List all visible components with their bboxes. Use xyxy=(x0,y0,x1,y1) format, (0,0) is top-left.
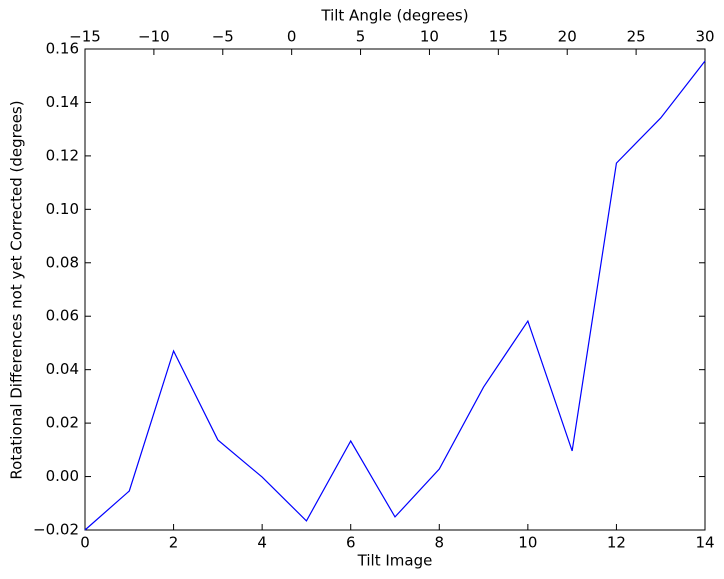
y-tick-label: 0.02 xyxy=(46,414,79,432)
top-tick-label: −10 xyxy=(138,28,170,46)
x-axis-label: Tilt Image xyxy=(357,552,433,570)
y-tick-label: 0.12 xyxy=(46,146,79,164)
y-tick-label: 0.06 xyxy=(46,307,79,325)
y-tick-label: 0.08 xyxy=(46,253,79,271)
plot-frame xyxy=(84,48,706,531)
top-tick-label: 30 xyxy=(695,28,714,46)
y-tick-label: 0.00 xyxy=(46,467,79,485)
y-tick-label: −0.02 xyxy=(33,521,79,539)
data-line xyxy=(84,60,706,531)
top-tick-label: −15 xyxy=(69,28,101,46)
x-tick-label: 2 xyxy=(169,534,179,552)
x-tick-label: 8 xyxy=(435,534,445,552)
top-tick-label: 0 xyxy=(287,28,297,46)
x-tick-label: 4 xyxy=(257,534,267,552)
top-axis-label: Tilt Angle (degrees) xyxy=(320,7,468,25)
y-tick-label: 0.16 xyxy=(46,40,79,58)
top-tick-label: 20 xyxy=(558,28,577,46)
top-tick-label: −5 xyxy=(212,28,234,46)
y-axis-label: Rotational Differences not yet Corrected… xyxy=(8,100,26,479)
top-tick-label: 5 xyxy=(356,28,366,46)
y-tick-label: 0.14 xyxy=(46,93,79,111)
x-tick-label: 10 xyxy=(518,534,537,552)
x-tick-label: 14 xyxy=(695,534,714,552)
top-tick-label: 10 xyxy=(420,28,439,46)
x-tick-label: 0 xyxy=(80,534,90,552)
y-tick-label: 0.10 xyxy=(46,200,79,218)
x-tick-label: 12 xyxy=(607,534,626,552)
top-tick-label: 15 xyxy=(489,28,508,46)
y-tick-label: 0.04 xyxy=(46,360,79,378)
x-tick-label: 6 xyxy=(346,534,356,552)
top-tick-label: 25 xyxy=(627,28,646,46)
